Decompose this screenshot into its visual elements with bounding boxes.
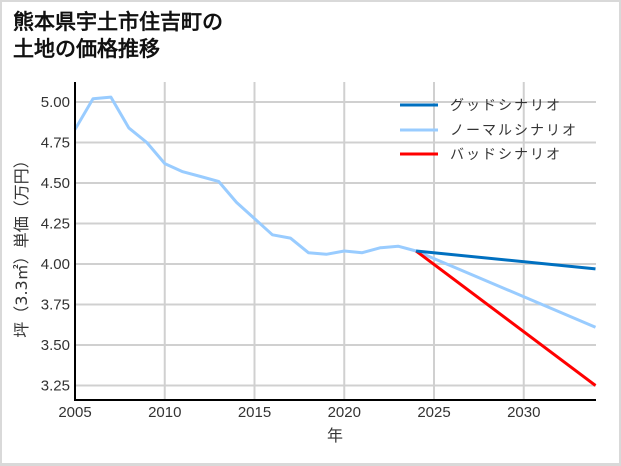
legend-label: バッドシナリオ xyxy=(450,147,562,163)
y-tick-label: 4.00 xyxy=(41,256,70,273)
x-tick-label: 2010 xyxy=(148,404,181,421)
x-tick-label: 2005 xyxy=(58,404,91,421)
series-line xyxy=(73,95,597,329)
series-line xyxy=(415,249,597,387)
y-tick-label: 4.50 xyxy=(41,175,70,192)
x-tick-label: 2015 xyxy=(238,404,271,421)
series-line xyxy=(415,249,596,271)
y-tick-label: 3.75 xyxy=(41,297,70,314)
y-axis-label: 坪（3.3㎡）単価（万円） xyxy=(12,152,31,337)
x-tick-label: 2020 xyxy=(328,404,361,421)
y-tick-label: 4.75 xyxy=(41,135,70,152)
chart-title: 熊本県宇土市住吉町の 土地の価格推移 xyxy=(13,9,223,63)
legend-label: グッドシナリオ xyxy=(450,98,562,114)
x-tick-label: 2025 xyxy=(417,404,450,421)
y-tick-label: 4.25 xyxy=(41,216,70,233)
chart-title-line2: 土地の価格推移 xyxy=(13,37,160,61)
data-series xyxy=(73,95,597,387)
chart-title-line1: 熊本県宇土市住吉町の xyxy=(13,10,223,34)
y-tick-label: 3.25 xyxy=(41,378,70,395)
grid-lines xyxy=(75,82,596,400)
axes xyxy=(74,82,596,401)
tick-labels: 2005 2010 2015 2020 2025 2030 3.25 3.50 3.75 4.00… xyxy=(41,94,541,421)
y-tick-label: 3.50 xyxy=(41,337,70,354)
legend-label: ノーマルシナリオ xyxy=(450,123,578,139)
x-axis-label: 年 xyxy=(327,426,343,445)
x-tick-label: 2030 xyxy=(507,404,540,421)
y-tick-label: 5.00 xyxy=(41,94,70,111)
